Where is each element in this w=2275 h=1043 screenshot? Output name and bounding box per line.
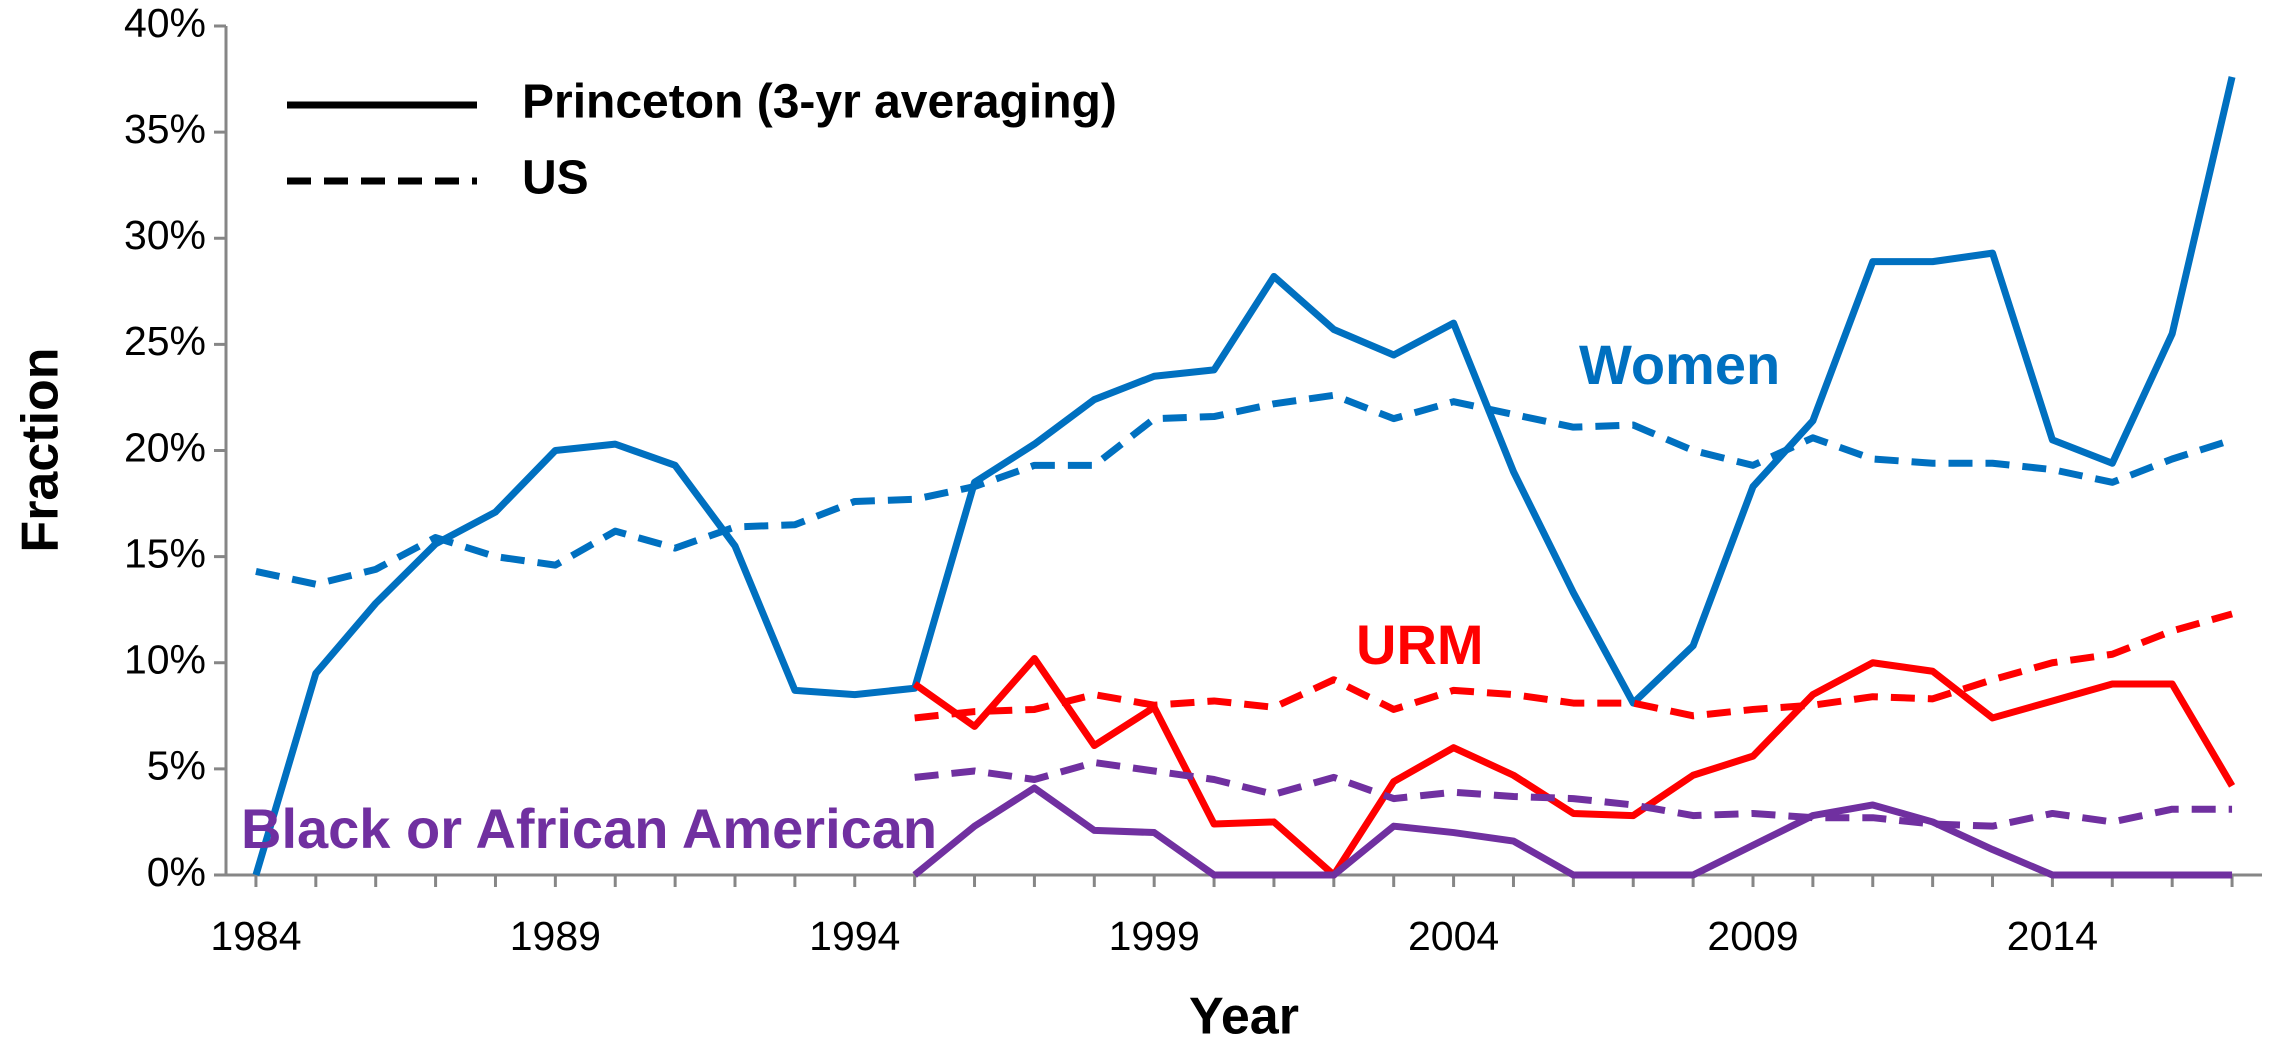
y-tick-label: 10% xyxy=(124,637,206,683)
y-tick-label: 15% xyxy=(124,530,206,576)
legend-label: US xyxy=(522,152,589,205)
series-label: Black or African American xyxy=(241,797,937,860)
x-tick-label: 1984 xyxy=(210,913,301,959)
y-tick-label: 20% xyxy=(124,424,206,470)
y-tick-label: 35% xyxy=(124,106,206,152)
x-tick-label: 2004 xyxy=(1408,913,1499,959)
x-tick-label: 1999 xyxy=(1109,913,1200,959)
line-us xyxy=(914,759,2233,830)
line-us xyxy=(255,391,2234,588)
x-tick-label: 1989 xyxy=(510,913,601,959)
x-tick-label: 2009 xyxy=(1707,913,1798,959)
y-tick-label: 30% xyxy=(124,212,206,258)
x-tick-label: 1994 xyxy=(809,913,900,959)
y-tick-label: 40% xyxy=(124,0,206,46)
legend-label: Princeton (3-yr averaging) xyxy=(522,76,1117,129)
series-label: URM xyxy=(1356,613,1484,676)
y-axis-title: Fraction xyxy=(12,347,70,552)
line-us xyxy=(914,610,2234,722)
x-tick-label: 2014 xyxy=(2007,913,2098,959)
y-tick-label: 0% xyxy=(147,849,206,895)
line-princeton xyxy=(912,784,2233,879)
y-tick-label: 25% xyxy=(124,318,206,364)
series-label: Women xyxy=(1579,333,1780,396)
line-princeton xyxy=(912,655,2236,879)
line-princeton xyxy=(252,76,2236,876)
x-axis-title: Year xyxy=(1189,988,1299,1043)
y-tick-label: 5% xyxy=(147,743,206,789)
